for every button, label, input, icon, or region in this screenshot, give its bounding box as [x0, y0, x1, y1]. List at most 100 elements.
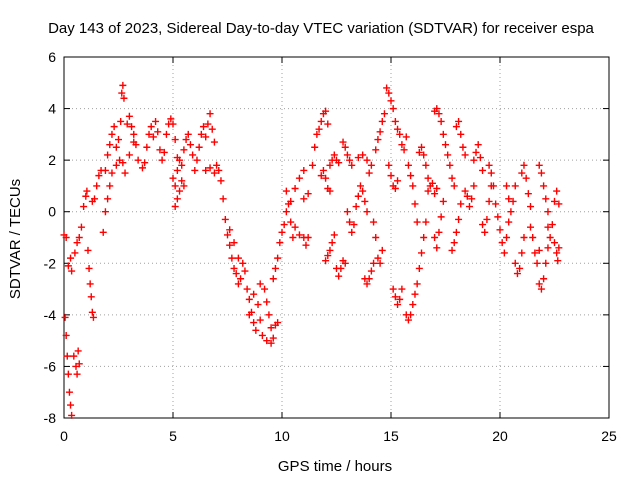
data-point	[178, 161, 186, 169]
data-point	[63, 352, 71, 360]
data-point	[487, 169, 495, 177]
data-point	[83, 187, 91, 195]
data-point	[404, 161, 412, 169]
x-tick-label: 15	[383, 428, 399, 444]
x-axis-label: GPS time / hours	[278, 458, 392, 475]
data-point	[119, 159, 127, 167]
data-point	[265, 311, 273, 319]
data-point	[544, 244, 552, 252]
data-point	[335, 272, 343, 280]
data-point	[433, 105, 441, 113]
data-point	[171, 203, 179, 211]
data-point	[363, 156, 371, 164]
data-point	[385, 161, 393, 169]
data-point	[479, 221, 487, 229]
data-point	[374, 254, 382, 262]
data-point	[261, 285, 269, 293]
data-point	[418, 143, 426, 151]
data-point	[289, 234, 297, 241]
data-point	[542, 195, 550, 203]
data-point	[89, 313, 97, 321]
data-point	[123, 120, 131, 128]
data-point	[389, 105, 397, 113]
data-point	[498, 239, 506, 247]
data-point	[120, 94, 128, 102]
data-point	[555, 244, 563, 252]
data-point	[154, 128, 162, 136]
data-point	[178, 177, 186, 185]
data-point	[295, 231, 303, 239]
data-point	[420, 151, 428, 159]
data-point	[143, 143, 151, 151]
data-point	[341, 259, 349, 267]
y-tick-label: 6	[48, 49, 56, 65]
data-point	[110, 123, 118, 131]
data-point	[450, 182, 458, 190]
data-point	[291, 223, 299, 231]
data-point	[230, 264, 238, 272]
data-point	[394, 177, 402, 185]
data-point	[389, 285, 397, 293]
data-point	[535, 280, 543, 288]
data-point	[535, 161, 543, 169]
data-point	[204, 120, 212, 128]
data-point	[130, 130, 138, 138]
data-point	[396, 130, 404, 138]
data-point	[106, 141, 114, 149]
data-point	[319, 166, 327, 174]
data-point	[70, 352, 78, 360]
data-point	[117, 117, 125, 125]
data-point	[374, 136, 382, 144]
data-point	[67, 254, 75, 262]
data-point	[350, 221, 358, 229]
data-point	[256, 280, 264, 288]
data-point	[363, 208, 371, 216]
data-point	[269, 275, 277, 283]
data-point	[396, 295, 404, 303]
data-point	[171, 182, 179, 190]
data-point	[400, 146, 408, 154]
data-point	[234, 280, 242, 288]
data-point	[232, 270, 240, 278]
data-point	[62, 331, 70, 339]
data-point	[367, 267, 375, 275]
y-axis-label: SDTVAR / TECUs	[7, 179, 24, 299]
data-point	[370, 259, 378, 267]
data-point	[544, 223, 552, 231]
data-point	[88, 308, 96, 316]
data-point	[108, 130, 116, 138]
data-point	[461, 187, 469, 195]
data-point	[378, 117, 386, 125]
data-point	[535, 246, 543, 254]
data-point	[554, 257, 562, 265]
data-point	[372, 234, 380, 241]
data-point	[324, 120, 332, 128]
data-point	[415, 148, 423, 156]
data-point	[267, 324, 275, 332]
data-point	[511, 259, 519, 267]
data-point	[391, 117, 399, 125]
data-point	[531, 249, 539, 257]
data-point	[494, 213, 502, 221]
data-point	[335, 159, 343, 167]
data-point	[407, 172, 415, 180]
data-point	[459, 143, 467, 151]
data-point	[387, 172, 395, 180]
data-point	[420, 234, 428, 241]
data-point	[326, 187, 334, 195]
data-point	[71, 249, 79, 257]
data-point	[326, 246, 334, 254]
data-point	[280, 221, 288, 229]
data-point	[226, 241, 234, 249]
data-point	[108, 169, 116, 177]
data-point	[457, 200, 465, 208]
data-point	[326, 161, 334, 169]
data-point	[134, 156, 142, 164]
data-point	[446, 161, 454, 169]
data-point	[221, 215, 229, 223]
data-point	[387, 97, 395, 105]
data-point	[91, 195, 99, 203]
data-point	[361, 197, 369, 205]
data-point	[158, 156, 166, 164]
data-point	[263, 298, 271, 306]
